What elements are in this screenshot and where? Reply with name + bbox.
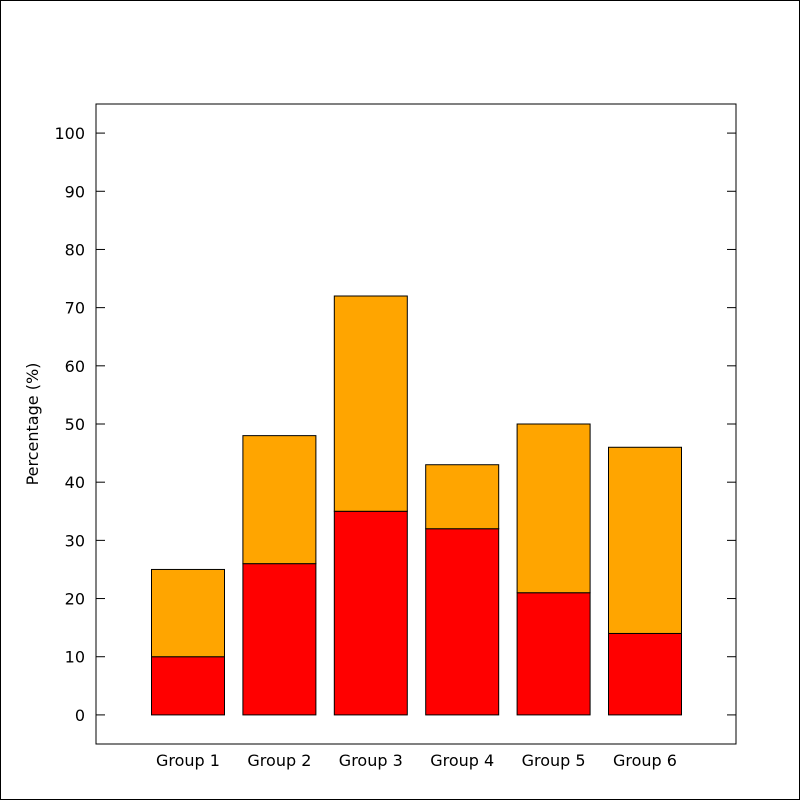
bar-segment-series-1-group-6 xyxy=(608,632,682,716)
bars xyxy=(151,295,682,716)
bar-segment-series-2-group-1 xyxy=(151,568,225,658)
bar-segment-series-2-group-3 xyxy=(333,295,408,512)
bar-segment-series-1-group-3 xyxy=(333,510,408,716)
y-tick-label: 20 xyxy=(65,590,85,609)
y-tick-label: 30 xyxy=(65,531,85,550)
x-tick-label: Group 3 xyxy=(339,751,403,770)
y-tick-label: 80 xyxy=(65,240,85,259)
bar-segment-series-2-group-4 xyxy=(425,464,500,530)
bar-segment-series-1-group-1 xyxy=(151,656,225,716)
x-tick-label: Group 2 xyxy=(247,751,311,770)
y-tick-label: 70 xyxy=(65,299,85,318)
y-axis-label: Percentage (%) xyxy=(23,363,42,486)
x-axis-labels: Group 1 Group 2 Group 3 Group 4 Group 5 Group… xyxy=(156,751,677,770)
y-tick-label: 60 xyxy=(65,357,85,376)
y-tick-label: 50 xyxy=(65,415,85,434)
y-tick-label: 10 xyxy=(65,648,85,667)
y-tick-label: 40 xyxy=(65,473,85,492)
y-tick-label: 100 xyxy=(54,124,85,143)
bar-segment-series-2-group-2 xyxy=(242,435,317,565)
x-tick-label: Group 1 xyxy=(156,751,220,770)
bar-segment-series-1-group-5 xyxy=(516,592,591,716)
y-tick-label: 0 xyxy=(75,706,85,725)
y-axis-ticks: 0 10 20 30 40 50 60 70 80 90 100 xyxy=(54,124,736,725)
bar-segment-series-2-group-6 xyxy=(608,446,682,634)
y-tick-label: 90 xyxy=(65,182,85,201)
x-tick-label: Group 6 xyxy=(613,751,677,770)
bar-segment-series-1-group-4 xyxy=(425,528,500,716)
x-tick-label: Group 5 xyxy=(522,751,586,770)
bar-segment-series-1-group-2 xyxy=(242,563,317,716)
bar-segment-series-2-group-5 xyxy=(516,423,591,594)
x-tick-label: Group 4 xyxy=(430,751,494,770)
